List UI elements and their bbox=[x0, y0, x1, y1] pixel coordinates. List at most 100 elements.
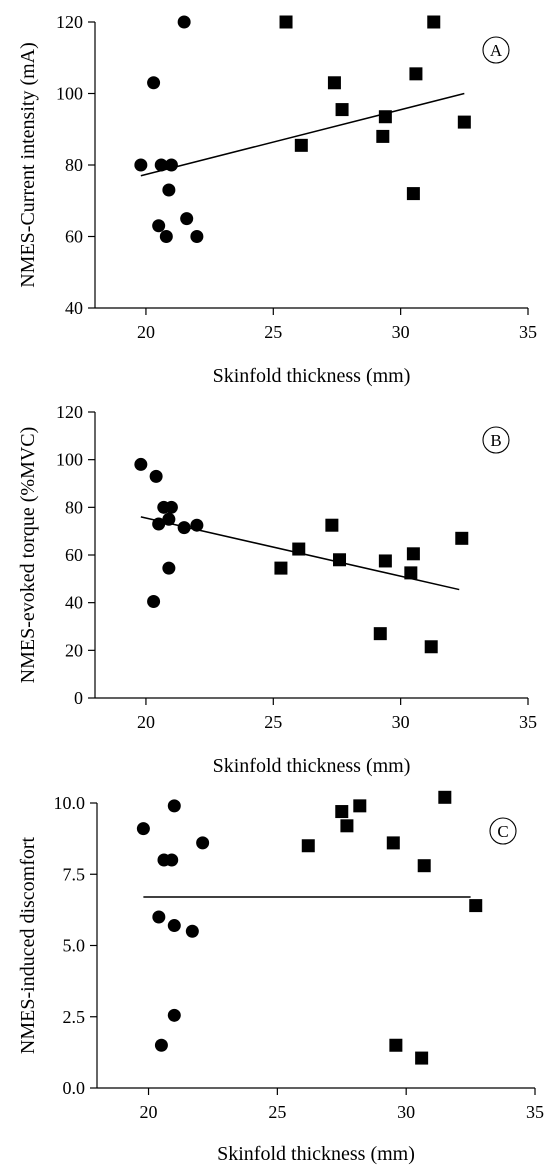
square-point bbox=[404, 566, 418, 580]
circle-point bbox=[152, 910, 166, 924]
y-tick-label: 60 bbox=[65, 545, 83, 565]
x-axis-title: Skinfold thickness (mm) bbox=[213, 365, 411, 387]
circle-point bbox=[164, 500, 178, 514]
square-point bbox=[378, 110, 392, 124]
square-point bbox=[333, 553, 347, 567]
square-point bbox=[279, 15, 293, 29]
x-tick-label: 20 bbox=[137, 712, 155, 732]
circle-point bbox=[165, 853, 179, 867]
panel-label: A bbox=[490, 41, 503, 60]
y-tick-label: 10.0 bbox=[54, 793, 86, 813]
panel-label: B bbox=[490, 431, 501, 450]
circle-point bbox=[185, 924, 199, 938]
y-axis-title: NMES-induced discomfort bbox=[17, 836, 39, 1054]
circle-point bbox=[177, 15, 191, 29]
square-point bbox=[455, 531, 469, 545]
x-tick-label: 35 bbox=[519, 322, 537, 342]
square-point bbox=[427, 15, 441, 29]
y-tick-label: 120 bbox=[56, 12, 83, 32]
square-point bbox=[406, 547, 420, 561]
circle-point bbox=[196, 836, 210, 850]
x-tick-label: 25 bbox=[268, 1102, 286, 1122]
square-point bbox=[327, 76, 341, 90]
y-tick-label: 40 bbox=[65, 593, 83, 613]
circle-point bbox=[167, 799, 181, 813]
square-point bbox=[373, 627, 387, 641]
x-tick-label: 35 bbox=[526, 1102, 544, 1122]
y-axis-title: NMES-Current intensity (mA) bbox=[17, 42, 39, 288]
panel-label-circle bbox=[489, 817, 517, 845]
panel-label: C bbox=[497, 822, 508, 841]
circle-point bbox=[136, 822, 150, 836]
y-tick-label: 80 bbox=[65, 497, 83, 517]
panel-label-circle bbox=[482, 36, 510, 64]
square-point bbox=[415, 1051, 429, 1065]
x-tick-label: 30 bbox=[392, 712, 410, 732]
square-point bbox=[335, 805, 349, 819]
square-point bbox=[406, 187, 420, 201]
circle-point bbox=[152, 517, 166, 531]
y-tick-label: 40 bbox=[65, 298, 83, 318]
panel-b: 0 20 40 60 80 100 120 20 25 30 35 Skinfold thicknes… bbox=[17, 402, 537, 777]
square-point bbox=[386, 836, 400, 850]
x-tick-label: 35 bbox=[519, 712, 537, 732]
x-tick-label: 30 bbox=[397, 1102, 415, 1122]
square-point bbox=[457, 115, 471, 129]
square-point bbox=[301, 839, 315, 853]
circle-point bbox=[167, 1008, 181, 1022]
square-point bbox=[292, 542, 306, 556]
y-tick-label: 7.5 bbox=[63, 864, 86, 884]
square-point bbox=[438, 790, 452, 804]
square-point bbox=[294, 138, 308, 152]
x-tick-label: 20 bbox=[140, 1102, 158, 1122]
x-axis-title: Skinfold thickness (mm) bbox=[213, 755, 411, 777]
y-tick-label: 100 bbox=[56, 84, 83, 104]
y-tick-label: 100 bbox=[56, 450, 83, 470]
x-axis-title: Skinfold thickness (mm) bbox=[217, 1143, 415, 1165]
square-point bbox=[424, 640, 438, 654]
circle-point bbox=[149, 469, 163, 483]
square-point bbox=[274, 561, 288, 575]
circle-point bbox=[134, 158, 148, 172]
y-tick-label: 0.0 bbox=[63, 1078, 86, 1098]
x-tick-label: 25 bbox=[264, 712, 282, 732]
circle-point bbox=[154, 158, 168, 172]
circle-point bbox=[164, 158, 178, 172]
square-point bbox=[376, 129, 390, 143]
circle-point bbox=[190, 518, 204, 532]
y-tick-label: 0 bbox=[74, 688, 83, 708]
y-axis-title: NMES-evoked torque (%MVC) bbox=[17, 427, 39, 684]
panel-a: 40 60 80 100 120 20 25 30 35 Skinfold thickness (… bbox=[17, 12, 537, 387]
trend-line bbox=[140, 92, 465, 177]
y-tick-label: 2.5 bbox=[63, 1007, 86, 1027]
x-tick-label: 20 bbox=[137, 322, 155, 342]
circle-point bbox=[147, 594, 161, 608]
circle-point bbox=[162, 561, 176, 575]
circle-point bbox=[154, 1038, 168, 1052]
square-point bbox=[335, 103, 349, 117]
y-tick-label: 20 bbox=[65, 640, 83, 660]
y-tick-label: 120 bbox=[56, 402, 83, 422]
square-point bbox=[469, 899, 483, 913]
circle-point bbox=[147, 76, 161, 90]
square-point bbox=[340, 819, 354, 833]
circle-point bbox=[167, 919, 181, 933]
y-tick-label: 5.0 bbox=[63, 936, 86, 956]
x-tick-label: 25 bbox=[264, 322, 282, 342]
panel-c: 0.0 2.5 5.0 7.5 10.0 20 25 30 35 Skinfold thickne… bbox=[17, 790, 544, 1165]
circle-point bbox=[177, 521, 191, 535]
circle-point bbox=[190, 230, 204, 243]
x-tick-label: 30 bbox=[392, 322, 410, 342]
panel-label-circle bbox=[482, 426, 510, 454]
square-point bbox=[353, 799, 367, 813]
square-point bbox=[409, 67, 423, 81]
square-point bbox=[389, 1038, 403, 1052]
y-tick-label: 60 bbox=[65, 227, 83, 247]
square-point bbox=[378, 554, 392, 568]
circle-point bbox=[159, 230, 173, 243]
y-tick-label: 80 bbox=[65, 155, 83, 175]
square-point bbox=[417, 859, 431, 873]
circle-point bbox=[180, 212, 194, 226]
